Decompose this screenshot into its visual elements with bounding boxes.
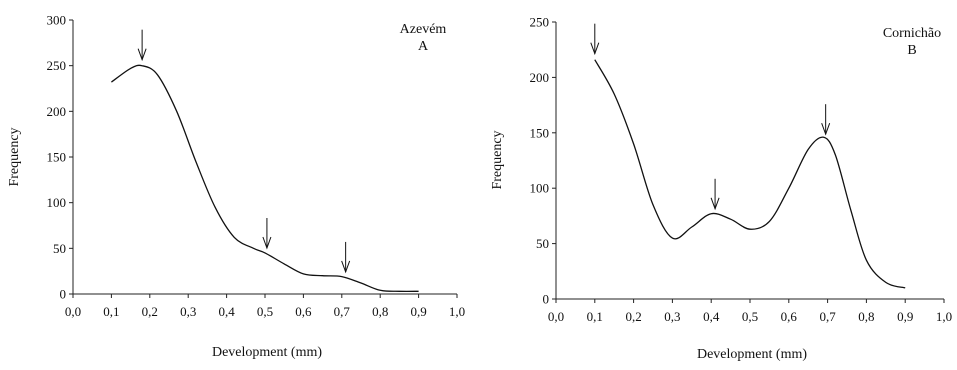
chart-a-subtitle: A — [418, 39, 429, 54]
chart-b-x-tick-label: 0,6 — [781, 309, 798, 324]
chart-a-x-tick-label: 1,0 — [449, 304, 465, 319]
chart-b-y-tick-label: 50 — [536, 236, 549, 251]
chart-b-x-tick-label: 0,0 — [548, 309, 564, 324]
chart-a-x-tick-label: 0,3 — [180, 304, 196, 319]
chart-a-y-tick-label: 50 — [53, 241, 66, 256]
chart-b-x-tick-label: 1,0 — [936, 309, 952, 324]
chart-a-y-tick-label: 100 — [47, 195, 67, 210]
chart-a-y-tick-label: 300 — [47, 13, 67, 28]
chart-b-x-tick-label: 0,4 — [703, 309, 720, 324]
chart-a-x-tick-label: 0,6 — [295, 304, 312, 319]
chart-b-x-tick-label: 0,3 — [664, 309, 680, 324]
chart-a-x-tick-label: 0,5 — [257, 304, 273, 319]
chart-a-peak-arrow — [341, 241, 351, 274]
chart-a-x-tick-label: 0,7 — [334, 304, 351, 319]
chart-a-y-tick-label: 150 — [47, 150, 67, 165]
chart-b-y-tick-label: 200 — [530, 70, 550, 85]
chart-a-y-axis-label: Frequency — [7, 127, 22, 186]
chart-b-peak-arrow — [821, 104, 831, 136]
chart-b-title: Cornichão — [883, 26, 941, 41]
chart-a-x-tick-label: 0,2 — [142, 304, 158, 319]
chart-a-x-tick-label: 0,0 — [65, 304, 81, 319]
chart-a-peak-arrow — [262, 217, 272, 250]
chart-b: 0,0 0,1 0,2 0,3 0,4 0,5 0,6 0,7 0,8 0,9 1,0 0 50 100 1… — [490, 15, 952, 363]
chart-b-x-tick-label: 0,1 — [587, 309, 603, 324]
chart-b-x-tick-label: 0,8 — [858, 309, 874, 324]
chart-a-peak-arrow — [137, 29, 147, 62]
chart-b-x-tick-label: 0,5 — [742, 309, 758, 324]
chart-a-y-tick-label: 0 — [60, 287, 67, 302]
chart-b-x-axis-label: Development (mm) — [697, 347, 807, 362]
chart-a-y-tick-label: 250 — [47, 58, 67, 73]
chart-a-series-line — [111, 64, 419, 292]
chart-a-x-tick-label: 0,4 — [218, 304, 235, 319]
chart-a-x-tick-label: 0,1 — [103, 304, 119, 319]
chart-b-peak-arrow — [710, 178, 720, 211]
chart-b-x-tick-label: 0,7 — [819, 309, 836, 324]
chart-b-y-tick-label: 100 — [530, 181, 550, 196]
chart-a-x-axis-label: Development (mm) — [212, 345, 322, 360]
chart-b-subtitle: B — [907, 43, 916, 58]
chart-a-y-tick-label: 200 — [47, 104, 67, 119]
chart-a-x-tick-label: 0,8 — [372, 304, 388, 319]
chart-b-x-tick-label: 0,2 — [625, 309, 641, 324]
chart-a-x-tick-label: 0,9 — [410, 304, 426, 319]
chart-b-y-tick-label: 250 — [530, 15, 550, 30]
chart-b-series-line — [594, 59, 906, 289]
chart-b-y-tick-label: 150 — [530, 125, 550, 140]
chart-b-y-tick-label: 0 — [543, 292, 550, 307]
chart-a-title: Azevém — [400, 22, 447, 37]
chart-b-peak-arrow — [590, 23, 600, 56]
chart-b-y-axis-label: Frequency — [490, 130, 505, 189]
chart-b-x-tick-label: 0,9 — [897, 309, 913, 324]
chart-a: 0,0 0,1 0,2 0,3 0,4 0,5 0,6 0,7 0,8 0,9 1,0 0 50 100 1… — [7, 13, 465, 361]
